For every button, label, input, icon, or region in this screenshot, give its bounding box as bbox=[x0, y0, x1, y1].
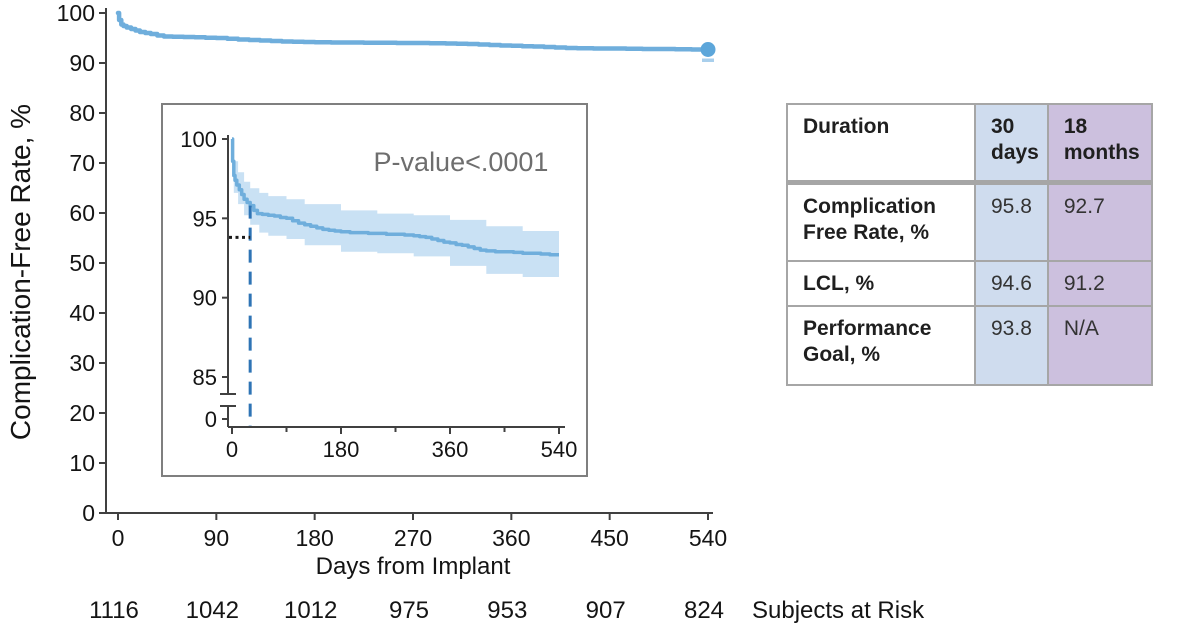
main-y-tick-label: 30 bbox=[69, 350, 95, 376]
x-axis-title: Days from Implant bbox=[316, 553, 511, 580]
performance-goal-30-days-value: 93.8 bbox=[974, 305, 1049, 386]
subjects-at-risk-value: 907 bbox=[586, 597, 626, 624]
main-x-tick-label: 360 bbox=[492, 525, 530, 551]
main-x-tick-label: 90 bbox=[204, 525, 230, 551]
summary-table: Duration 30 days 18 months Complication … bbox=[786, 103, 1153, 386]
subjects-at-risk-value: 1042 bbox=[186, 597, 239, 624]
main-y-tick-label: 80 bbox=[69, 100, 95, 126]
subjects-at-risk-value: 824 bbox=[684, 597, 724, 624]
subjects-at-risk-value: 1116 bbox=[89, 597, 139, 624]
table-row-complication-free-rate: Complication Free Rate, % 95.8 92.7 bbox=[786, 181, 1153, 262]
p-value-annotation: P-value<.0001 bbox=[374, 147, 549, 177]
row-label-performance-goal: Performance Goal, % bbox=[786, 305, 976, 386]
main-y-tick-label: 40 bbox=[69, 300, 95, 326]
subjects-at-risk-value: 953 bbox=[487, 597, 527, 624]
inset-chart-svg: P-value<.0001 100 95 90 85 00 180 360 540 bbox=[180, 127, 578, 462]
lcl-18-months-value: 91.2 bbox=[1046, 260, 1153, 307]
inset-x-tick-label: 180 bbox=[323, 437, 360, 462]
inset-y-tick-label: 100 bbox=[180, 127, 217, 152]
inset-y-tick-label: 85 bbox=[193, 365, 217, 390]
table-header-30-days: 30 days bbox=[974, 103, 1049, 185]
main-x-tick-label: 450 bbox=[590, 525, 628, 551]
inset-y-tick-label: 95 bbox=[193, 206, 217, 231]
main-x-tick-label: 180 bbox=[295, 525, 333, 551]
end-marker bbox=[700, 42, 716, 57]
y-axis-title: Complication-Free Rate, % bbox=[5, 104, 36, 440]
main-y-tick-label: 90 bbox=[69, 50, 95, 76]
main-y-tick-label: 60 bbox=[69, 200, 95, 226]
inset-x-tick-label: 360 bbox=[432, 437, 469, 462]
performance-goal-18-months-value: N/A bbox=[1046, 305, 1153, 386]
cfr-18-months-value: 92.7 bbox=[1046, 181, 1153, 262]
inset-x-tick-label: 0 bbox=[226, 437, 238, 462]
km-curve bbox=[115, 10, 711, 52]
inset-y-tick-label: 90 bbox=[193, 286, 217, 311]
row-label-lcl: LCL, % bbox=[786, 260, 976, 307]
main-y-tick-label: 70 bbox=[69, 150, 95, 176]
main-y-tick-label: 100 bbox=[57, 0, 95, 26]
subjects-at-risk-value: 1012 bbox=[284, 597, 337, 624]
main-y-tick-label: 20 bbox=[69, 400, 95, 426]
subjects-at-risk-label: Subjects at Risk bbox=[752, 597, 925, 624]
main-y-tick-label: 10 bbox=[69, 450, 95, 476]
main-x-tick-label: 270 bbox=[394, 525, 432, 551]
inset-confidence-band bbox=[232, 139, 559, 279]
inset-y-zero-label: 0 bbox=[205, 407, 217, 432]
main-x-tick-label: 0 bbox=[112, 525, 125, 551]
row-label-complication-free-rate: Complication Free Rate, % bbox=[786, 181, 976, 262]
table-row-lcl: LCL, % 94.6 91.2 bbox=[786, 260, 1153, 307]
main-y-tick-label: 50 bbox=[69, 250, 95, 276]
end-marker-cap bbox=[702, 58, 714, 62]
table-header-duration: Duration bbox=[786, 103, 976, 185]
inset-x-tick-label: 540 bbox=[541, 437, 578, 462]
subjects-at-risk-value: 975 bbox=[389, 597, 429, 624]
table-header-row: Duration 30 days 18 months bbox=[786, 103, 1153, 185]
main-y-tick-label: 0 bbox=[82, 500, 95, 526]
lcl-30-days-value: 94.6 bbox=[974, 260, 1049, 307]
table-row-performance-goal: Performance Goal, % 93.8 N/A bbox=[786, 305, 1153, 386]
inset-km-curve bbox=[230, 137, 559, 257]
table-header-18-months: 18 months bbox=[1046, 103, 1153, 185]
cfr-30-days-value: 95.8 bbox=[974, 181, 1049, 262]
main-x-tick-label: 540 bbox=[689, 525, 727, 551]
inset-chart: P-value<.0001 100 95 90 85 0 0 180 360 540 bbox=[161, 103, 588, 477]
